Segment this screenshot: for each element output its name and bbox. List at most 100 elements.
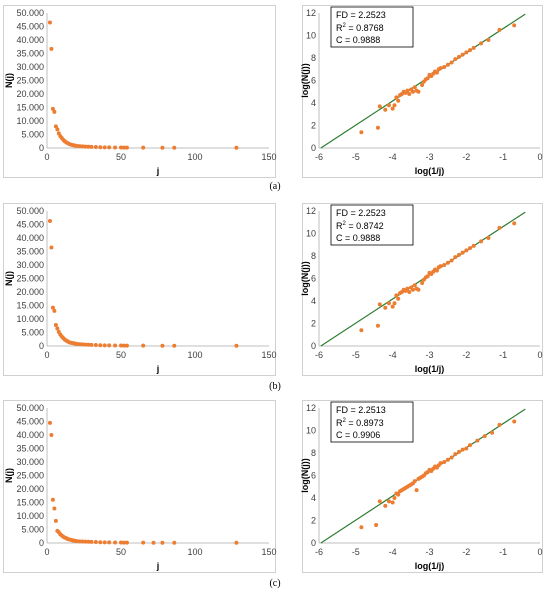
data-point xyxy=(468,48,473,53)
data-point xyxy=(396,98,401,103)
data-point xyxy=(442,263,447,267)
y-tick-label: 2 xyxy=(311,319,316,329)
y-tick-label: 20.000 xyxy=(16,89,44,99)
data-point xyxy=(47,218,52,223)
data-point xyxy=(172,343,177,348)
y-tick-label: 50.000 xyxy=(16,403,44,413)
y-axis-title: log(N(j)) xyxy=(300,261,310,295)
y-tick-label: 4 xyxy=(311,493,316,503)
data-point xyxy=(497,422,502,427)
x-tick-label: -5 xyxy=(352,152,360,162)
data-point xyxy=(486,236,491,240)
data-point xyxy=(479,41,484,46)
chart-a-left: 0 50 100 150 0 5.000 10.000 15.000 20.000 25.000 3… xyxy=(3,5,277,178)
y-tick-label: 20.000 xyxy=(16,287,44,297)
panel-label-a: (a) xyxy=(269,181,281,192)
chart-frame xyxy=(3,5,276,178)
data-point xyxy=(416,89,421,94)
y-tick-label: 12 xyxy=(306,206,316,216)
data-point xyxy=(449,455,454,460)
data-point xyxy=(83,539,88,544)
panel-label-c: (c) xyxy=(269,578,281,589)
data-point xyxy=(47,20,52,25)
data-point xyxy=(52,506,57,511)
annotation-r2: R2 = 0.8742 xyxy=(336,221,384,231)
data-point xyxy=(89,342,94,347)
data-point xyxy=(98,540,103,545)
x-axis-title: log(1/j) xyxy=(415,364,445,374)
annotation-c: C = 0.9888 xyxy=(336,233,380,243)
x-tick-label: -6 xyxy=(315,152,323,162)
y-tick-label: 2 xyxy=(311,516,316,526)
y-tick-label: 30.000 xyxy=(16,260,44,270)
data-point xyxy=(414,488,419,493)
y-tick-label: 45.000 xyxy=(16,417,44,427)
data-point xyxy=(383,305,388,310)
data-point xyxy=(141,540,146,545)
data-point xyxy=(74,341,79,346)
x-tick-label: -5 xyxy=(352,547,360,557)
y-tick-label: 0 xyxy=(311,143,316,153)
data-point xyxy=(434,70,439,75)
data-point xyxy=(464,50,469,55)
y-tick-label: 10 xyxy=(306,31,316,41)
y-axis-title: N(j) xyxy=(4,271,14,286)
x-tick-label: 0 xyxy=(44,547,49,557)
data-point xyxy=(77,342,82,347)
chart-frame xyxy=(3,203,276,376)
x-tick-label: 100 xyxy=(187,350,202,360)
y-tick-label: 45.000 xyxy=(16,220,44,230)
data-point xyxy=(405,286,410,291)
annotation-box xyxy=(330,204,414,246)
data-point xyxy=(172,145,177,150)
x-tick-label: 150 xyxy=(261,152,276,162)
data-point xyxy=(438,461,443,466)
data-point xyxy=(52,109,57,114)
x-tick-label: 150 xyxy=(261,547,276,557)
y-tick-label: 5.000 xyxy=(21,130,44,140)
data-point xyxy=(390,304,395,309)
data-point xyxy=(453,452,458,457)
data-point xyxy=(410,89,415,94)
y-tick-label: 5.000 xyxy=(21,328,44,338)
data-point xyxy=(512,23,517,28)
data-point xyxy=(377,499,382,504)
data-point xyxy=(375,323,380,328)
x-axis-title: log(1/j) xyxy=(415,561,445,571)
y-tick-label: 30.000 xyxy=(16,62,44,72)
data-point xyxy=(80,342,85,347)
data-point xyxy=(102,343,107,348)
data-point xyxy=(412,283,417,288)
data-point xyxy=(464,446,469,451)
x-tick-label: -2 xyxy=(462,152,470,162)
data-point xyxy=(50,106,55,111)
data-point xyxy=(420,281,425,285)
data-point xyxy=(438,264,443,269)
y-tick-label: 35.000 xyxy=(16,49,44,59)
x-tick-label: -2 xyxy=(462,547,470,557)
x-tick-label: -1 xyxy=(499,547,507,557)
data-point xyxy=(359,525,364,530)
data-point xyxy=(93,540,98,545)
data-point xyxy=(460,250,465,255)
data-point xyxy=(386,103,391,108)
annotation-fd: FD = 2.2513 xyxy=(336,405,386,415)
x-tick-label: 0 xyxy=(44,350,49,360)
y-tick-label: 45.000 xyxy=(16,22,44,32)
data-point xyxy=(53,518,58,523)
annotation-fd: FD = 2.2523 xyxy=(336,10,386,20)
data-point xyxy=(407,92,412,96)
data-point xyxy=(512,419,517,424)
data-point xyxy=(471,45,476,50)
data-point xyxy=(497,27,502,32)
y-tick-label: 6 xyxy=(311,76,316,86)
x-tick-label: -2 xyxy=(462,350,470,360)
data-point xyxy=(394,293,399,298)
data-point xyxy=(124,145,129,150)
y-tick-label: 35.000 xyxy=(16,247,44,257)
data-point xyxy=(53,124,58,129)
x-axis-title: j xyxy=(156,561,160,571)
x-axis-title: j xyxy=(156,166,160,176)
annotation-r2: R2 = 0.8973 xyxy=(336,418,384,428)
data-point xyxy=(407,290,412,294)
